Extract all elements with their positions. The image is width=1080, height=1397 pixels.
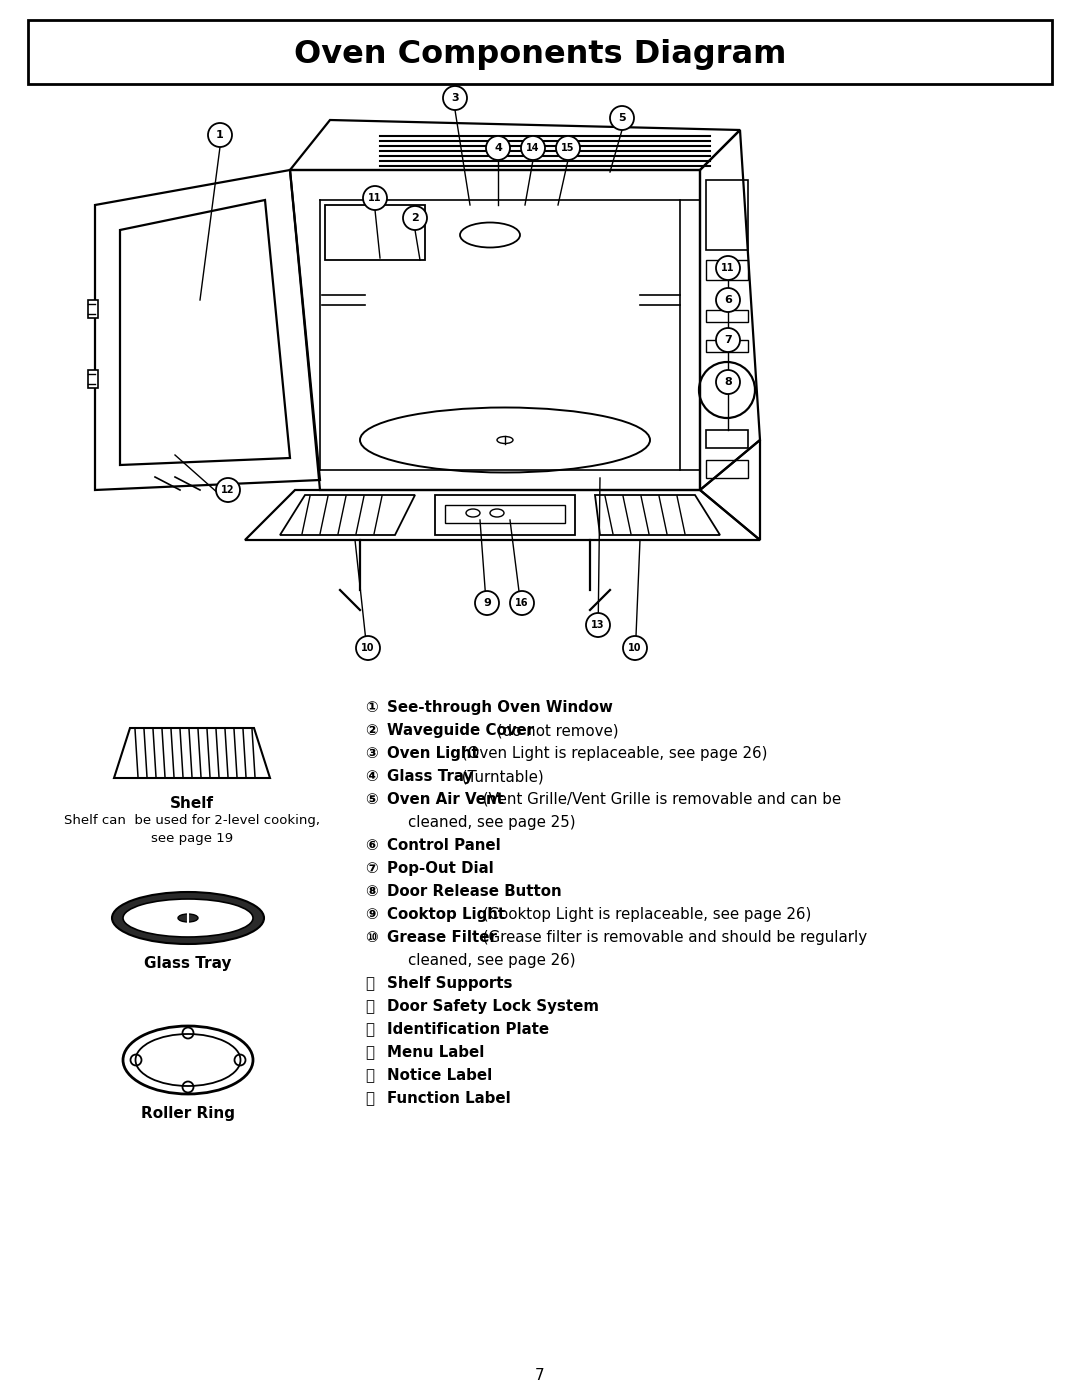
Text: 7: 7: [536, 1368, 544, 1383]
Circle shape: [586, 613, 610, 637]
Text: Grease Filter: Grease Filter: [387, 930, 497, 944]
Circle shape: [475, 591, 499, 615]
Text: 1: 1: [216, 130, 224, 140]
Text: Roller Ring: Roller Ring: [141, 1106, 235, 1120]
Text: Function Label: Function Label: [387, 1091, 511, 1106]
Text: ⑩: ⑩: [365, 930, 378, 944]
Text: 15: 15: [562, 142, 575, 154]
Text: (Grease filter is removable and should be regularly: (Grease filter is removable and should b…: [478, 930, 867, 944]
Text: 13: 13: [591, 620, 605, 630]
Text: 10: 10: [629, 643, 642, 652]
Text: 6: 6: [724, 295, 732, 305]
Text: ⑯: ⑯: [365, 1091, 374, 1106]
Bar: [445, 504, 565, 522]
Text: Door Release Button: Door Release Button: [387, 884, 562, 900]
Text: ④: ④: [365, 768, 378, 784]
Text: 4: 4: [494, 142, 502, 154]
Circle shape: [716, 370, 740, 394]
Text: ⑥: ⑥: [365, 838, 378, 854]
Circle shape: [208, 123, 232, 147]
Text: (Turntable): (Turntable): [457, 768, 543, 784]
Text: Identification Plate: Identification Plate: [387, 1023, 549, 1037]
Bar: [706, 460, 748, 478]
Bar: [706, 180, 748, 250]
Text: ⑭: ⑭: [365, 1045, 374, 1060]
Circle shape: [216, 478, 240, 502]
Text: ③: ③: [365, 746, 378, 761]
Bar: [706, 310, 748, 321]
Circle shape: [486, 136, 510, 161]
Circle shape: [403, 205, 427, 231]
Text: Notice Label: Notice Label: [387, 1067, 492, 1083]
Text: Oven Air Vent: Oven Air Vent: [387, 792, 504, 807]
Bar: [325, 205, 426, 260]
Text: ⑬: ⑬: [365, 1023, 374, 1037]
Bar: [706, 430, 748, 448]
Circle shape: [443, 87, 467, 110]
Text: ⑨: ⑨: [365, 907, 378, 922]
Text: Oven Components Diagram: Oven Components Diagram: [294, 39, 786, 70]
Text: ②: ②: [365, 724, 378, 738]
Text: Glass Tray: Glass Tray: [387, 768, 473, 784]
Circle shape: [610, 106, 634, 130]
Text: Waveguide Cover: Waveguide Cover: [387, 724, 535, 738]
Circle shape: [623, 636, 647, 659]
Text: ⑦: ⑦: [365, 861, 378, 876]
Text: See-through Oven Window: See-through Oven Window: [387, 700, 612, 715]
Text: ⑮: ⑮: [365, 1067, 374, 1083]
Text: (Oven Light is replaceable, see page 26): (Oven Light is replaceable, see page 26): [457, 746, 768, 761]
Text: Control Panel: Control Panel: [387, 838, 501, 854]
Text: Cooktop Light: Cooktop Light: [387, 907, 505, 922]
Text: ⑤: ⑤: [365, 792, 378, 807]
Text: Pop-Out Dial: Pop-Out Dial: [387, 861, 494, 876]
Text: (do not remove): (do not remove): [492, 724, 619, 738]
Ellipse shape: [112, 893, 264, 944]
Text: 10: 10: [361, 643, 375, 652]
Text: Menu Label: Menu Label: [387, 1045, 484, 1060]
Text: 16: 16: [515, 598, 529, 608]
Text: 8: 8: [724, 377, 732, 387]
Text: (Vent Grille/Vent Grille is removable and can be: (Vent Grille/Vent Grille is removable an…: [478, 792, 841, 807]
Text: 11: 11: [721, 263, 734, 272]
Text: 12: 12: [221, 485, 234, 495]
FancyBboxPatch shape: [28, 20, 1052, 84]
Circle shape: [356, 636, 380, 659]
Text: Shelf Supports: Shelf Supports: [387, 977, 513, 990]
Circle shape: [363, 186, 387, 210]
Bar: [706, 260, 748, 279]
Text: Shelf: Shelf: [170, 796, 214, 812]
Text: 9: 9: [483, 598, 491, 608]
Circle shape: [723, 386, 731, 394]
Text: Door Safety Lock System: Door Safety Lock System: [387, 999, 599, 1014]
Circle shape: [716, 256, 740, 279]
Circle shape: [521, 136, 545, 161]
Text: Shelf can  be used for 2-level cooking,: Shelf can be used for 2-level cooking,: [64, 814, 320, 827]
Bar: [87, 300, 98, 319]
Circle shape: [510, 591, 534, 615]
Text: ⑧: ⑧: [365, 884, 378, 900]
Text: 14: 14: [526, 142, 540, 154]
Ellipse shape: [178, 914, 198, 922]
Text: ⑫: ⑫: [365, 999, 374, 1014]
Text: cleaned, see page 25): cleaned, see page 25): [389, 814, 576, 830]
Text: (Cooktop Light is replaceable, see page 26): (Cooktop Light is replaceable, see page …: [478, 907, 811, 922]
Circle shape: [716, 288, 740, 312]
Text: 7: 7: [724, 335, 732, 345]
Text: ①: ①: [365, 700, 378, 715]
Bar: [706, 339, 748, 352]
Circle shape: [716, 328, 740, 352]
Bar: [87, 370, 98, 388]
Text: 11: 11: [368, 193, 381, 203]
Text: see page 19: see page 19: [151, 833, 233, 845]
Text: 5: 5: [618, 113, 625, 123]
Text: 2: 2: [411, 212, 419, 224]
Text: 3: 3: [451, 94, 459, 103]
Text: Oven Light: Oven Light: [387, 746, 478, 761]
Text: Glass Tray: Glass Tray: [145, 956, 232, 971]
Circle shape: [556, 136, 580, 161]
Ellipse shape: [123, 900, 253, 937]
Text: cleaned, see page 26): cleaned, see page 26): [389, 953, 576, 968]
Text: ⑪: ⑪: [365, 977, 374, 990]
